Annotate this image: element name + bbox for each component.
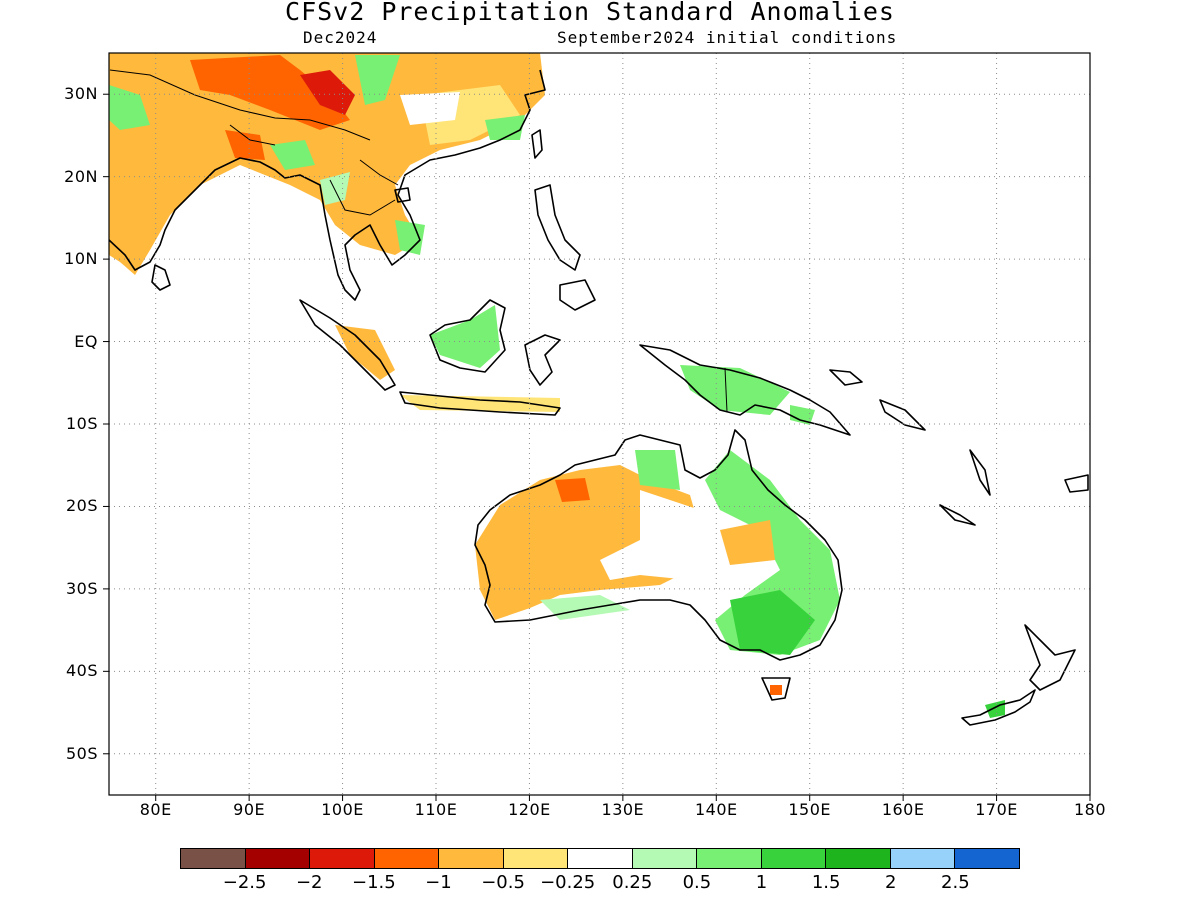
anomaly-region-seasia-green [320,172,350,205]
coastline-newbritain [829,369,863,386]
lon-tick-label: 80E [139,800,172,819]
coastline-mindanao [559,279,596,311]
colorbar-swatch [503,849,569,868]
anomaly-region-australia-white [600,490,710,580]
coastline-newcaledonia [939,504,976,526]
colorbar-label: −0.5 [481,872,525,893]
country-borders [109,69,728,413]
colorbar-swatch [761,849,827,868]
coastline-vanuatu [969,449,991,496]
coastline-sumatra [299,299,396,391]
anomaly-region-tibet-red [300,70,355,115]
colorbar-label: 2 [885,872,897,893]
map-title: CFSv2 Precipitation Standard Anomalies [285,0,895,26]
lat-tick-label: 20N [64,166,98,186]
colorbar-swatch [181,849,246,868]
coastline-tasmania [761,677,791,701]
lat-tick-label: 30S [65,578,98,598]
colorbar-swatch [310,849,375,868]
colorbar-swatch [374,849,440,868]
anomaly-region-newguinea-wet [680,365,790,415]
coastline-luzon [534,184,581,271]
colorbar-swatch [568,849,633,868]
coastline-australia [474,429,843,661]
lon-tick-label: 140E [694,800,738,819]
colorbar-label: −1.5 [351,872,396,893]
anomaly-region-bangladesh-green [270,140,315,170]
coastline-srilanka [151,264,171,291]
colorbar-label: 2.5 [941,872,970,893]
lon-tick-label: 180 [1073,800,1107,819]
anomaly-region-australia-se-wet [730,590,815,655]
lat-tick-label: EQ [74,331,98,351]
coastline-nz-south [961,689,1036,726]
axis-ticks [103,93,1091,801]
coastline-newguinea [639,344,851,436]
colorbar-swatch [697,849,762,868]
anomaly-region-sumatra-dry [335,325,395,380]
coastline-nz-north [1024,624,1076,691]
lon-tick-label: 110E [414,800,458,819]
anomaly-region-himalaya-orange [225,130,265,160]
anomaly-region-java-dry [400,395,560,412]
coastline-java [399,391,561,416]
coastline-fiji [1064,474,1089,493]
colorbar-label: 1.5 [811,872,841,893]
anomaly-region-tibet-orange [190,55,350,130]
colorbar-swatch [245,849,311,868]
anomaly-region-png-wet [790,405,815,425]
colorbar-label: −2 [295,872,323,893]
colorbar [180,848,1020,869]
lat-tick-label: 30N [64,84,98,104]
coastline-asia [109,69,546,301]
coastline-hainan [394,187,411,203]
coastline-taiwan [531,129,543,159]
lon-tick-label: 100E [321,800,364,819]
coastline-sulawesi [524,334,561,386]
anomaly-region-china-green [355,55,400,105]
colorbar-label: 1 [755,872,768,893]
anomaly-region-australia-red [555,478,590,502]
lon-tick-label: 150E [788,800,832,819]
colorbar-swatch [439,849,504,868]
anomaly-region-australia-north-wet [635,450,680,490]
anomaly-region-borneo-wet [430,305,500,368]
anomaly-region-nz-wet [985,700,1005,718]
colorbar-label: 0.5 [682,872,712,893]
lon-tick-label: 170E [975,800,1018,819]
anomaly-region-vietnam-green [395,220,425,255]
lat-tick-label: 10S [65,414,98,433]
lon-tick-label: 90E [233,800,266,819]
lat-tick-label: 50S [65,743,98,763]
colorbar-swatch [632,849,698,868]
lon-tick-label: 160E [881,800,925,819]
anomaly-region-tibet-white [400,92,460,125]
anomaly-region-china-coast-green [485,115,525,140]
colorbar-label: 0.25 [612,872,653,893]
colorbar-swatch [826,849,891,868]
lat-tick-label: 20S [65,496,98,516]
coastlines [109,69,1089,726]
coastline-borneo [429,299,506,373]
forecast-month: Dec2024 [303,28,378,47]
initial-conditions: September2024 initial conditions [557,28,898,47]
lon-tick-label: 120E [508,800,551,819]
anomaly-shading [109,53,1005,718]
anomaly-region-india-green [109,85,150,130]
colorbar-swatch [955,849,1019,868]
lat-tick-label: 40S [65,661,98,681]
lon-tick-label: 130E [601,800,645,819]
anomaly-region-tasmania-dry [770,685,782,695]
colorbar-label: −1 [425,872,452,893]
colorbar-label: −0.25 [540,872,596,893]
anomaly-region-australia-east-white [720,520,775,565]
anomaly-region-australia-sw-white [540,595,630,620]
lat-tick-label: 10N [64,249,98,269]
colorbar-swatch [890,849,956,868]
coastline-solomons [879,399,926,431]
colorbar-label: −2.5 [222,872,267,893]
